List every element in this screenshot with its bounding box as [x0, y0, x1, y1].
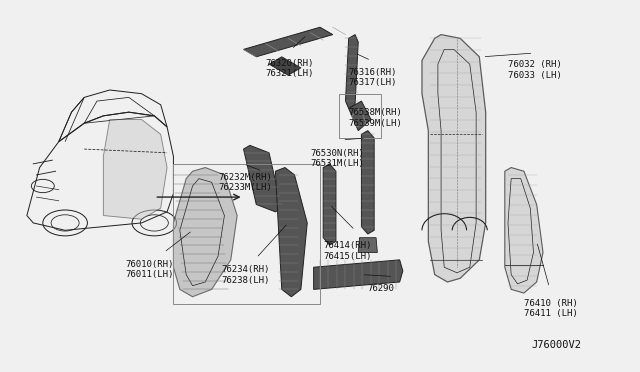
Polygon shape — [349, 101, 371, 131]
Polygon shape — [314, 260, 403, 289]
Polygon shape — [323, 164, 336, 245]
Polygon shape — [505, 167, 543, 293]
Text: 76290: 76290 — [368, 284, 395, 293]
Text: 76234(RH)
76238(LH): 76234(RH) 76238(LH) — [221, 265, 269, 285]
Polygon shape — [275, 167, 307, 297]
Text: 76414(RH)
76415(LH): 76414(RH) 76415(LH) — [323, 241, 372, 261]
Polygon shape — [422, 35, 486, 282]
Text: 76316(RH)
76317(LH): 76316(RH) 76317(LH) — [349, 68, 397, 87]
Polygon shape — [244, 27, 333, 57]
Polygon shape — [346, 35, 358, 109]
Text: 76410 (RH)
76411 (LH): 76410 (RH) 76411 (LH) — [524, 299, 578, 318]
Text: 76232M(RH)
76233M(LH): 76232M(RH) 76233M(LH) — [218, 173, 272, 192]
Polygon shape — [362, 131, 374, 234]
Text: 76032 (RH)
76033 (LH): 76032 (RH) 76033 (LH) — [508, 61, 562, 80]
Text: 76010(RH)
76011(LH): 76010(RH) 76011(LH) — [125, 260, 174, 279]
Polygon shape — [358, 238, 378, 253]
Polygon shape — [244, 145, 282, 212]
Text: 76320(RH)
76321(LH): 76320(RH) 76321(LH) — [266, 59, 314, 78]
Polygon shape — [269, 57, 301, 75]
Text: J76000V2: J76000V2 — [531, 340, 581, 350]
Text: 76538M(RH)
76539M(LH): 76538M(RH) 76539M(LH) — [349, 109, 403, 128]
Polygon shape — [103, 119, 167, 219]
Polygon shape — [173, 167, 237, 297]
Text: 76530N(RH)
76531M(LH): 76530N(RH) 76531M(LH) — [310, 149, 364, 169]
